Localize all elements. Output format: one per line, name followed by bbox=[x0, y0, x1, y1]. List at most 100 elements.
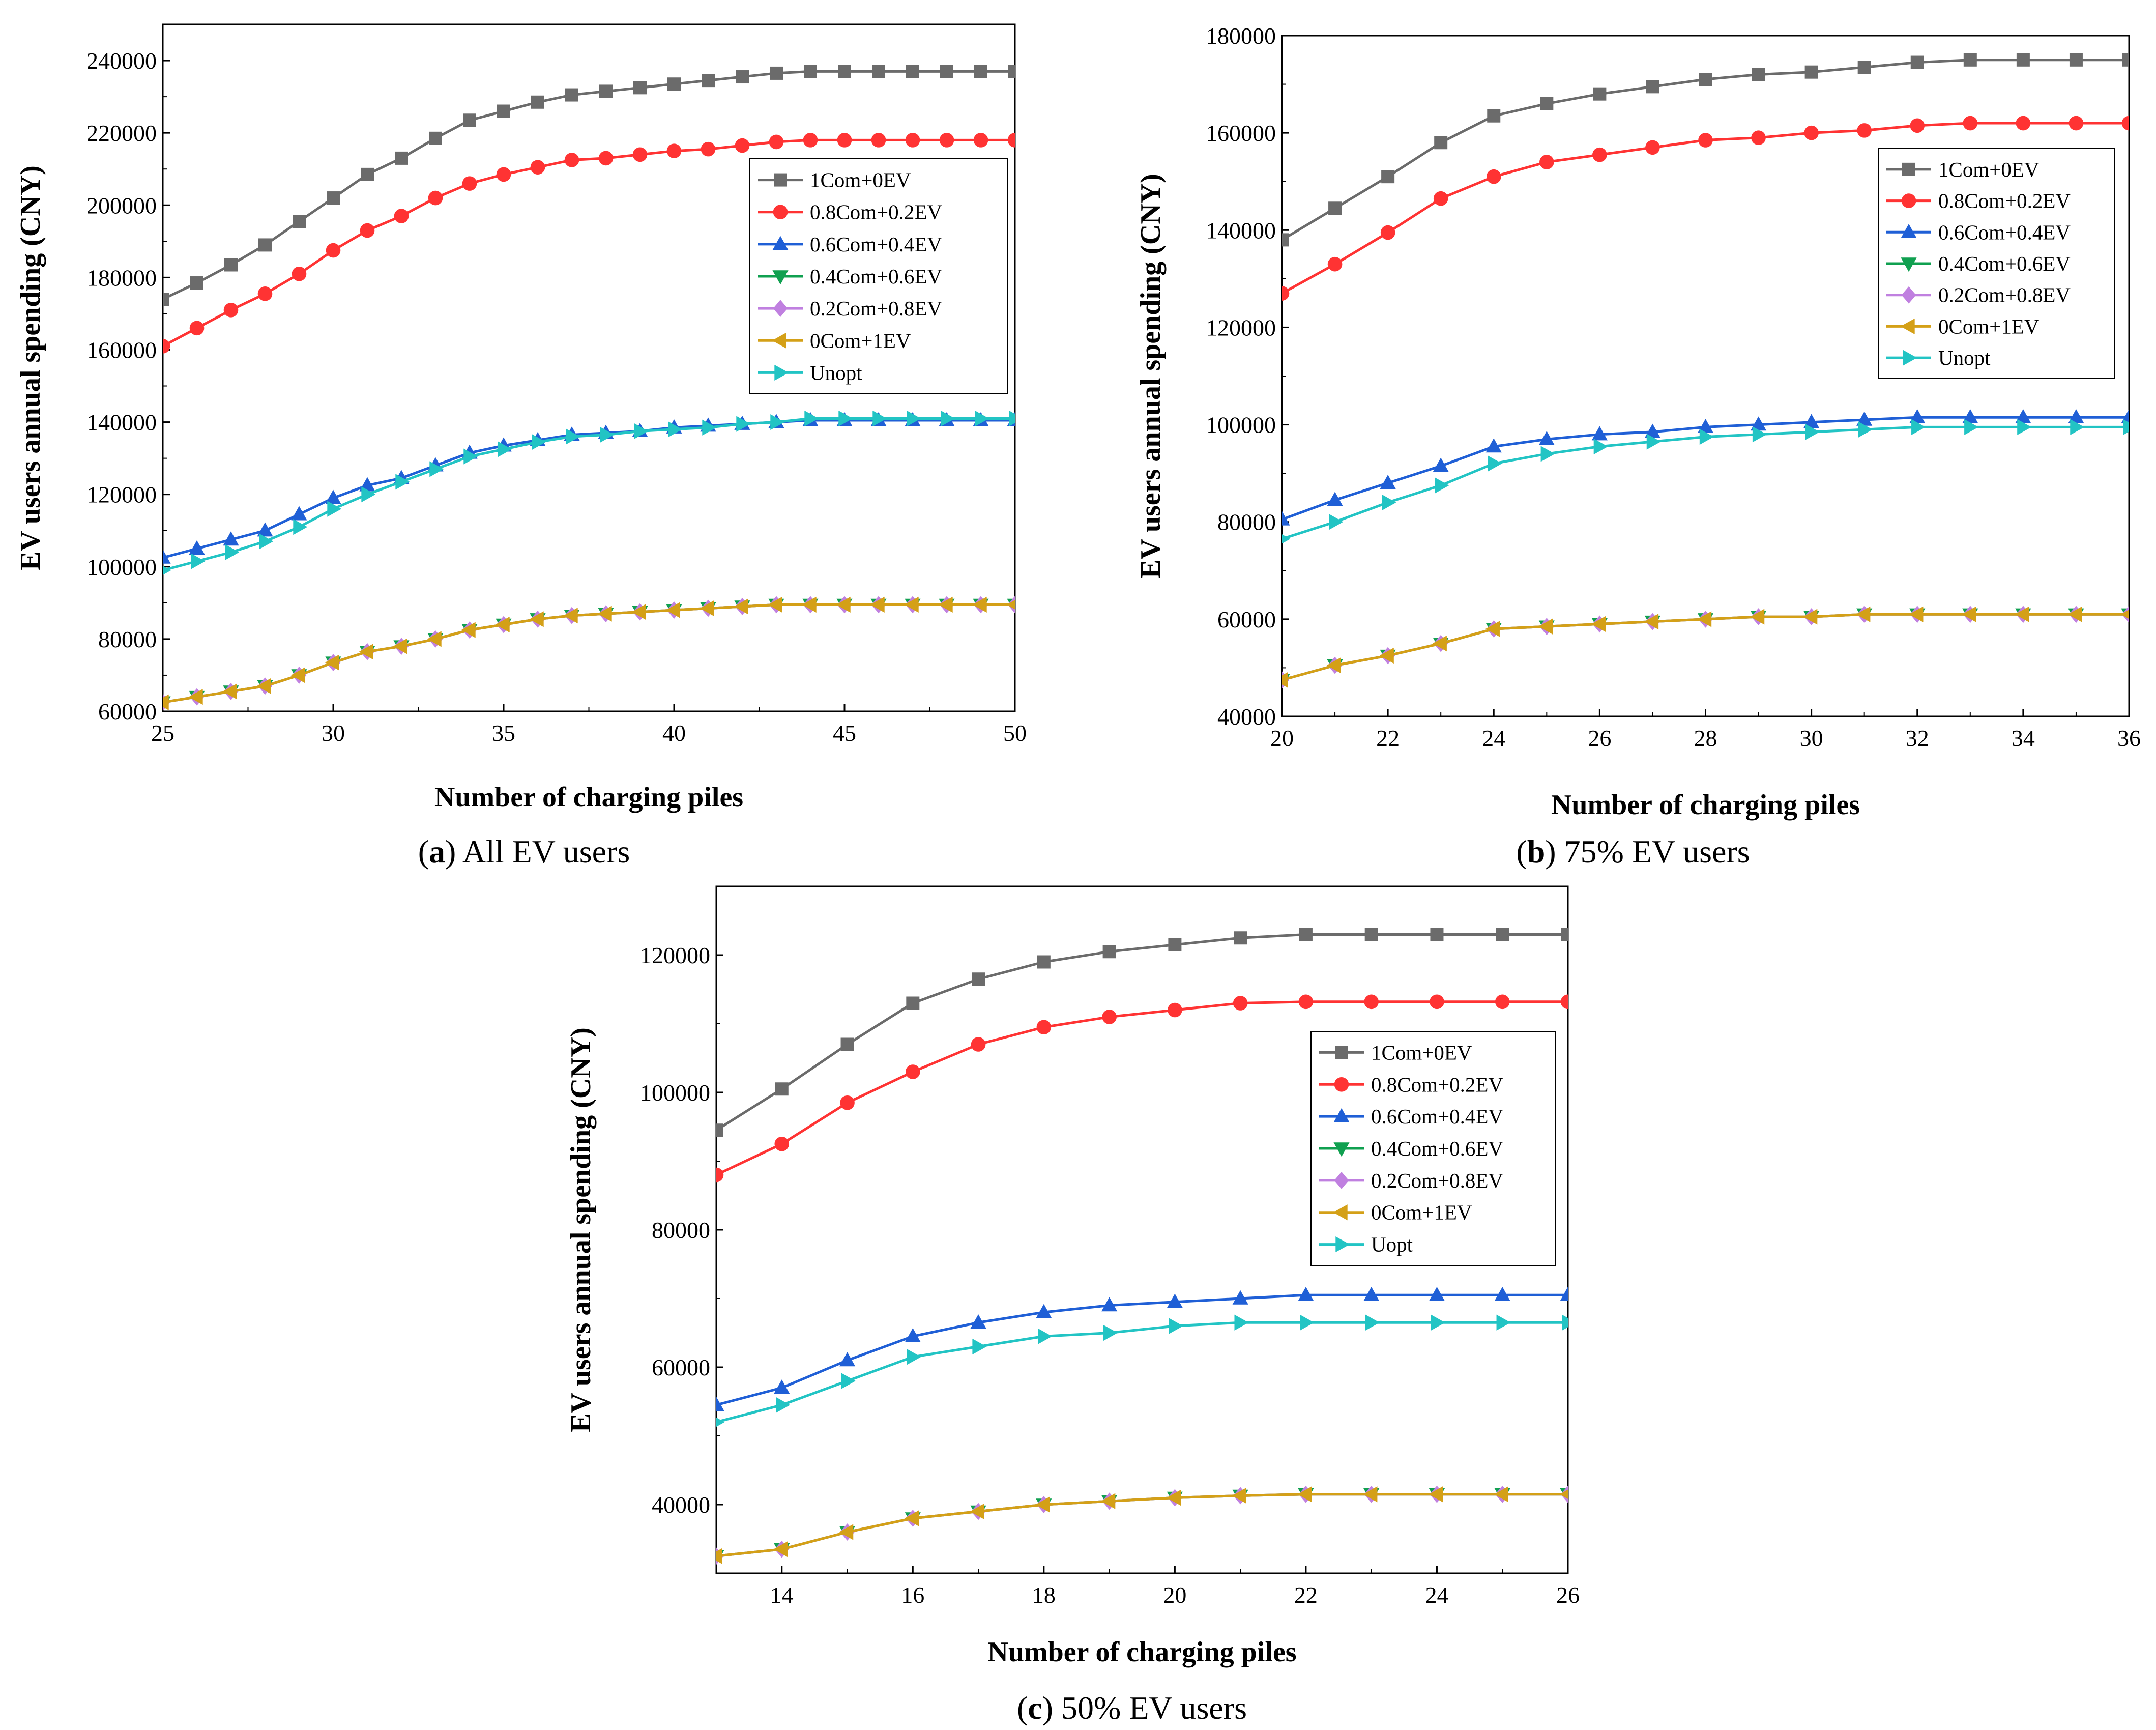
legend-marker bbox=[774, 173, 787, 187]
data-point bbox=[258, 238, 272, 252]
data-point bbox=[2121, 116, 2129, 131]
data-point bbox=[1593, 87, 1607, 101]
legend-marker bbox=[1903, 350, 1917, 366]
data-point bbox=[1962, 606, 1976, 622]
data-point bbox=[2015, 409, 2031, 423]
chart-panel-b: 40000 60000 80000 100000 120000 140000 160000 1… bbox=[1135, 23, 2141, 870]
data-point bbox=[1804, 125, 1819, 140]
legend-marker bbox=[1335, 1046, 1348, 1059]
legend-marker bbox=[1901, 257, 1917, 272]
data-point bbox=[429, 461, 444, 477]
data-point bbox=[1326, 657, 1341, 674]
x-tick-label: 14 bbox=[770, 1582, 794, 1608]
data-point bbox=[327, 501, 342, 517]
data-point bbox=[1856, 606, 1871, 622]
data-point bbox=[838, 65, 851, 78]
legend-marker bbox=[1334, 1077, 1349, 1092]
data-point bbox=[1857, 61, 1871, 74]
data-point bbox=[462, 176, 477, 191]
series-line bbox=[716, 933, 1568, 1132]
data-point bbox=[974, 65, 987, 78]
y-tick-label: 140000 bbox=[1206, 217, 1276, 243]
data-point bbox=[259, 533, 274, 550]
data-point bbox=[2121, 409, 2129, 423]
data-point bbox=[1495, 994, 1510, 1010]
data-point bbox=[1911, 419, 1926, 435]
data-point bbox=[702, 419, 717, 436]
data-point bbox=[716, 1123, 723, 1137]
data-point bbox=[1363, 1486, 1378, 1503]
series-0.6Com+0.4EV bbox=[1282, 409, 2129, 526]
data-point bbox=[1232, 1487, 1246, 1504]
y-tick-label: 240000 bbox=[86, 48, 157, 74]
data-point bbox=[1036, 1304, 1052, 1318]
data-point bbox=[907, 1349, 921, 1365]
data-point bbox=[1431, 1314, 1445, 1331]
data-point bbox=[1803, 609, 1818, 625]
data-point bbox=[1751, 130, 1766, 146]
y-tick-label: 60000 bbox=[652, 1354, 710, 1380]
series-line bbox=[716, 1321, 1568, 1424]
x-tick-label: 36 bbox=[2117, 725, 2141, 751]
data-point bbox=[736, 416, 751, 432]
data-point bbox=[189, 540, 205, 555]
data-point bbox=[463, 113, 476, 127]
data-point bbox=[325, 654, 339, 671]
y-tick-label: 180000 bbox=[1206, 23, 1276, 49]
legend-label: 0.8Com+0.2EV bbox=[810, 200, 942, 224]
data-point bbox=[1298, 994, 1314, 1010]
x-tick-label: 24 bbox=[1425, 1582, 1448, 1608]
data-point bbox=[2015, 606, 2029, 622]
series-1Com+0EV bbox=[716, 928, 1568, 1137]
data-point bbox=[735, 138, 750, 153]
panel-caption: (c) 50% EV users bbox=[1017, 1690, 1247, 1726]
legend-marker bbox=[1902, 162, 1915, 176]
data-point bbox=[716, 1167, 724, 1183]
data-point bbox=[1962, 409, 1978, 423]
y-tick-label: 180000 bbox=[86, 265, 157, 291]
data-point bbox=[1562, 1314, 1568, 1331]
data-point bbox=[1496, 1314, 1511, 1331]
data-point bbox=[393, 638, 407, 654]
legend-marker bbox=[773, 300, 788, 318]
legend-label: 0.8Com+0.2EV bbox=[1938, 189, 2071, 213]
series-line bbox=[163, 603, 1015, 704]
legend-label: Unopt bbox=[1938, 346, 1991, 369]
data-point bbox=[2067, 606, 2082, 622]
data-point bbox=[496, 167, 511, 182]
legend-label: 0.2Com+0.8EV bbox=[1371, 1169, 1503, 1192]
series-line bbox=[716, 1000, 1568, 1176]
data-point bbox=[1909, 409, 1926, 423]
data-point bbox=[775, 1082, 789, 1096]
legend-marker bbox=[1333, 1108, 1350, 1122]
series-0Com+1EV bbox=[1282, 606, 2129, 688]
x-tick-label: 22 bbox=[1294, 1582, 1318, 1608]
legend-label: 1Com+0EV bbox=[810, 168, 911, 192]
data-point bbox=[1282, 511, 1290, 526]
data-point bbox=[666, 143, 682, 158]
data-point bbox=[1858, 421, 1873, 438]
data-point bbox=[598, 151, 614, 166]
series-line bbox=[1282, 425, 2129, 540]
y-tick-label: 40000 bbox=[1217, 704, 1276, 730]
data-point bbox=[1101, 1297, 1118, 1312]
data-point bbox=[1560, 1287, 1568, 1301]
data-point bbox=[531, 95, 544, 109]
data-point bbox=[701, 141, 716, 157]
data-point bbox=[361, 486, 376, 503]
data-point bbox=[839, 1352, 856, 1367]
data-point bbox=[1561, 928, 1568, 941]
data-point bbox=[497, 104, 510, 118]
x-tick-label: 35 bbox=[492, 720, 515, 746]
data-point bbox=[870, 596, 885, 613]
data-point bbox=[1750, 416, 1767, 431]
data-point bbox=[566, 428, 580, 445]
data-point bbox=[1432, 636, 1447, 652]
data-point bbox=[1037, 955, 1051, 969]
series-Uopt bbox=[716, 1314, 1568, 1427]
data-point bbox=[667, 77, 681, 91]
data-point bbox=[1540, 446, 1555, 462]
data-point bbox=[1485, 621, 1500, 637]
data-point bbox=[225, 544, 240, 560]
panel-caption: (a) All EV users bbox=[418, 833, 630, 870]
